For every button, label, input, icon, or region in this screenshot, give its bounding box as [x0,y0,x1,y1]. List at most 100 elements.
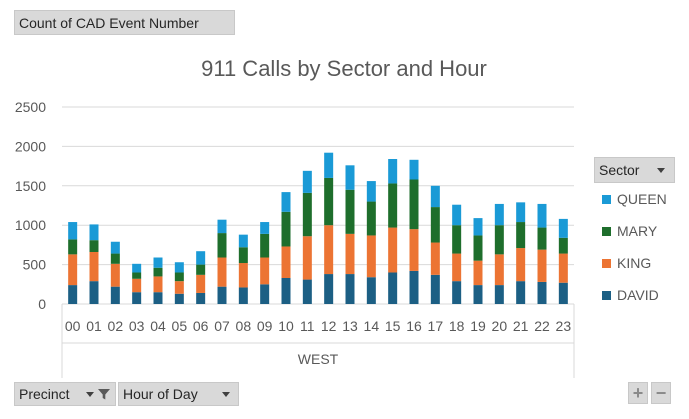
bar-segment-king-17 [430,242,440,275]
y-tick-label: 2000 [15,138,46,154]
x-tick-label: 07 [214,318,230,334]
legend-item-david[interactable]: DAVID [602,287,659,303]
bar-segment-david-07 [217,286,227,304]
bar-segment-king-04 [153,276,163,293]
bar-segment-david-19 [473,285,483,304]
bar-segment-david-20 [494,285,504,304]
bar-segment-david-06 [196,292,206,304]
bar-segment-david-16 [409,270,419,304]
bar-segment-mary-03 [132,272,142,279]
legend-label: QUEEN [617,191,667,207]
zoom-out-button[interactable]: − [651,382,671,404]
bar-segment-queen-23 [558,218,568,238]
x-tick-label: 17 [428,318,444,334]
bar-segment-queen-09 [260,222,270,234]
x-tick-label: 19 [470,318,486,334]
bar-segment-queen-00 [68,222,78,240]
bar-segment-queen-15 [388,159,398,184]
bar-segment-david-00 [68,285,78,304]
legend-item-queen[interactable]: QUEEN [602,191,667,207]
bar-segment-mary-10 [281,211,291,247]
bar-segment-queen-04 [153,257,163,268]
legend-swatch [602,258,611,268]
bar-segment-queen-22 [537,203,547,228]
x-tick-label: 04 [150,318,166,334]
x-tick-label: 15 [385,318,401,334]
bar-segment-queen-06 [196,251,206,265]
filter-field-button[interactable]: Precinct [14,382,116,406]
axis-field-button[interactable]: Hour of Day [118,382,239,406]
bar-segment-queen-07 [217,219,227,234]
legend-label: DAVID [617,287,659,303]
bar-segment-king-20 [494,254,504,286]
bar-segment-mary-21 [516,222,526,249]
legend-label: KING [617,255,652,271]
legend-item-king[interactable]: KING [602,255,651,271]
x-tick-label: 08 [236,318,252,334]
bar-segment-queen-19 [473,218,483,236]
bar-segment-king-18 [452,253,462,282]
bar-segment-king-09 [260,257,270,285]
bar-segment-david-23 [558,282,568,304]
filter-funnel-icon [98,389,110,400]
dropdown-arrow-icon [657,167,665,173]
bar-segment-king-23 [558,253,568,283]
legend-swatch [602,226,611,236]
bar-segment-king-13 [345,233,355,275]
x-tick-label: 11 [300,318,315,334]
bar-segment-king-15 [388,227,398,273]
zoom-in-button[interactable]: + [628,382,648,404]
bar-segment-david-18 [452,281,462,304]
filter-field-label: Precinct [19,386,70,402]
value-field-button[interactable]: Count of CAD Event Number [14,10,235,35]
bar-segment-queen-01 [89,224,99,241]
bar-segment-mary-16 [409,179,419,230]
bar-segment-queen-21 [516,202,526,223]
legend-label: MARY [617,223,658,239]
bar-segment-queen-03 [132,263,142,273]
bar-segment-queen-02 [110,241,120,254]
bar-segment-mary-04 [153,267,163,277]
chart-title: 911 Calls by Sector and Hour [201,56,487,81]
x-tick-label: 12 [321,318,337,334]
x-tick-label: 23 [556,318,572,334]
bar-segment-david-03 [132,292,142,304]
x-tick-label: 09 [257,318,273,334]
dropdown-arrow-icon [86,391,94,397]
bar-segment-mary-15 [388,183,398,228]
bar-segment-queen-08 [238,234,248,248]
bar-segment-mary-22 [537,227,547,250]
y-tick-label: 1500 [15,178,46,194]
bar-segment-king-05 [174,281,184,294]
bar-segment-mary-19 [473,235,483,261]
bar-segment-king-12 [324,225,334,275]
x-tick-label: 13 [342,318,358,334]
bar-segment-david-08 [238,287,248,304]
x-tick-label: 00 [65,318,81,334]
bar-segment-david-22 [537,281,547,304]
x-tick-label: 22 [534,318,550,334]
bar-segment-queen-16 [409,159,419,180]
bar-segment-mary-05 [174,272,184,282]
group-label: WEST [298,351,339,367]
x-tick-label: 02 [108,318,124,334]
x-tick-label: 10 [278,318,294,334]
bar-segment-king-01 [89,251,99,282]
bar-segment-mary-02 [110,253,120,264]
legend-item-mary[interactable]: MARY [602,223,657,239]
legend-field-label: Sector [599,162,640,178]
bar-segment-david-17 [430,274,440,304]
value-field-label: Count of CAD Event Number [19,14,199,31]
x-tick-label: 20 [492,318,508,334]
legend-field-button[interactable]: Sector [594,157,675,183]
bar-segment-queen-05 [174,262,184,273]
minus-icon: − [655,382,667,403]
bar-segment-david-04 [153,292,163,304]
bar-segment-king-19 [473,260,483,286]
bar-segment-david-05 [174,293,184,304]
bar-segment-king-22 [537,249,547,282]
bar-segment-king-10 [281,246,291,278]
y-tick-label: 2500 [15,99,46,115]
y-tick-label: 500 [23,257,47,273]
bar-segment-mary-06 [196,264,206,275]
